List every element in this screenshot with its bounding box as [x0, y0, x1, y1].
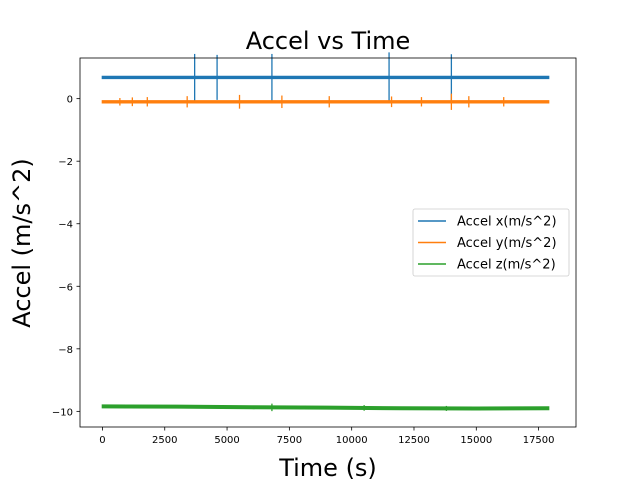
x-tick-label: 10000 — [336, 435, 368, 446]
x-tick-label: 12500 — [398, 435, 430, 446]
legend-label: Accel y(m/s^2) — [457, 236, 557, 251]
y-tick-label: 0 — [67, 95, 73, 106]
y-tick-label: −6 — [58, 282, 73, 293]
x-tick-label: 7500 — [277, 435, 302, 446]
chart-title: Accel vs Time — [246, 27, 411, 55]
series-line — [102, 405, 549, 410]
y-tick-label: −2 — [58, 157, 73, 168]
legend-item-accel-x: Accel x(m/s^2) — [418, 215, 557, 230]
x-tick-label: 0 — [99, 435, 105, 446]
x-tick-label: 2500 — [152, 435, 177, 446]
series-accel-z — [101, 403, 550, 412]
y-tick-label: −8 — [58, 345, 73, 356]
x-tick-label: 17500 — [523, 435, 555, 446]
series-accel-y — [101, 93, 550, 110]
x-tick-label: 5000 — [214, 435, 239, 446]
plot-frame — [79, 57, 577, 428]
x-axis-ticks: 0 2500 5000 7500 10000 12500 15000 17500 — [99, 427, 555, 446]
y-tick-label: −10 — [52, 407, 73, 418]
x-tick-label: 15000 — [460, 435, 492, 446]
legend-entries: Accel x(m/s^2) Accel y(m/s^2) Accel z(m/s^… — [418, 215, 557, 273]
y-axis-ticks: 0 −2 −4 −6 −8 −10 — [52, 95, 80, 418]
y-tick-label: −4 — [58, 220, 73, 231]
y-axis-title: Accel (m/s^2) — [8, 158, 36, 328]
legend-label: Accel z(m/s^2) — [457, 258, 556, 273]
legend: Accel x(m/s^2) Accel y(m/s^2) Accel z(m/s^… — [412, 208, 570, 277]
legend-item-accel-y: Accel y(m/s^2) — [418, 236, 557, 251]
series-accel-x — [101, 52, 550, 103]
legend-label: Accel x(m/s^2) — [457, 215, 557, 230]
plot-series — [101, 52, 550, 412]
x-axis-title: Time (s) — [278, 454, 377, 480]
legend-box — [412, 208, 570, 277]
legend-item-accel-z: Accel z(m/s^2) — [418, 258, 556, 273]
